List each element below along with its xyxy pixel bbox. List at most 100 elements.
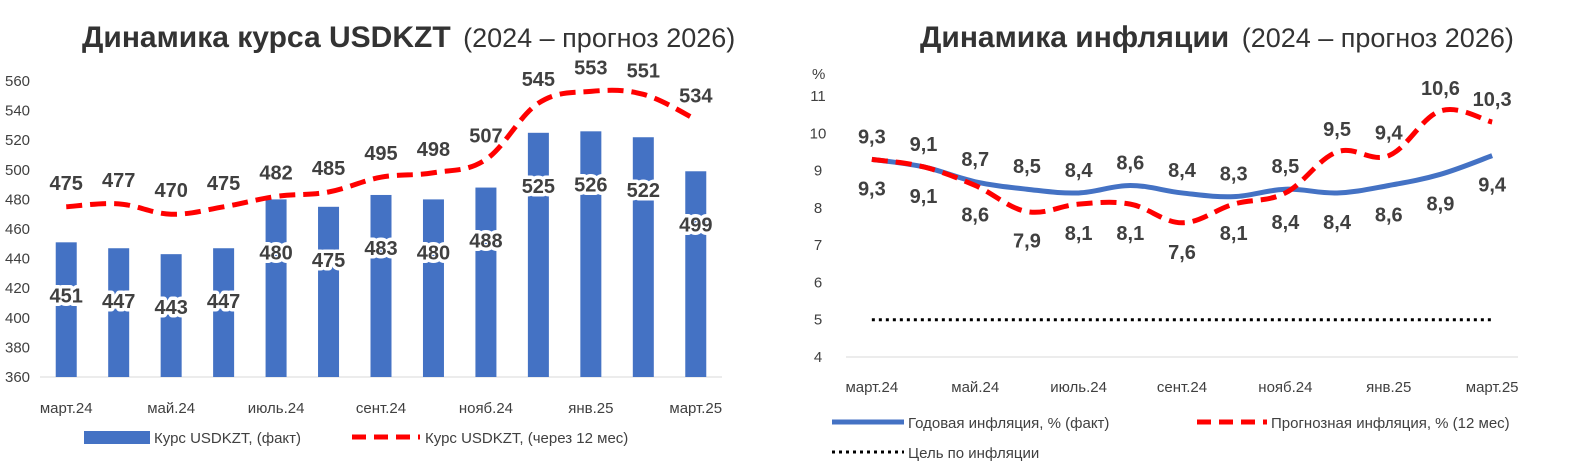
y-axis-label: % [812, 66, 825, 83]
data-label-inflation-forecast: 8,1 [1220, 223, 1248, 245]
y-tick-label: 460 [5, 221, 30, 238]
bar-usdkzt-fact [422, 199, 444, 377]
data-label-usdkzt-forecast: 485 [312, 158, 345, 180]
y-tick-label: 420 [5, 280, 30, 297]
y-tick-label: 11 [810, 88, 826, 105]
left-chart-title-line: Динамика курса USDKZT (2024 – прогноз 20… [82, 21, 735, 54]
line-usdkzt-forecast [66, 87, 697, 217]
y-tick-label: 4 [814, 349, 822, 366]
data-label-inflation-forecast: 8,6 [961, 204, 989, 226]
data-label-inflation-forecast: 7,6 [1168, 242, 1196, 264]
data-label-inflation-fact: 8,6 [1375, 204, 1403, 226]
data-label-usdkzt-fact: 480 [259, 242, 292, 264]
legend-swatch-bar [84, 431, 150, 444]
data-label-inflation-fact: 9,4 [1478, 175, 1507, 197]
data-label-inflation-forecast: 8,1 [1065, 223, 1093, 245]
y-tick-label: 540 [5, 103, 30, 120]
left-chart-title: Динамика курса USDKZT [82, 21, 451, 54]
x-tick-label: март.25 [1466, 379, 1519, 396]
x-tick-label: март.24 [845, 379, 898, 396]
data-label-inflation-forecast: 10,6 [1421, 78, 1460, 100]
left-legend: Курс USDKZT, (факт) Курс USDKZT, (через … [84, 430, 628, 447]
y-tick-label: 440 [5, 251, 30, 268]
data-label-usdkzt-forecast: 553 [574, 57, 607, 79]
data-label-inflation-forecast: 9,3 [858, 126, 886, 148]
data-label-usdkzt-fact: 526 [574, 174, 607, 196]
x-tick-label: нояб.24 [459, 400, 513, 417]
data-label-inflation-forecast: 8,1 [1116, 223, 1144, 245]
x-tick-label: май.24 [147, 400, 195, 417]
data-label-inflation-forecast: 10,3 [1473, 89, 1512, 111]
y-tick-label: 520 [5, 132, 30, 149]
legend-label-inflation-target: Цель по инфляции [908, 445, 1039, 461]
data-label-usdkzt-forecast: 482 [259, 162, 292, 184]
data-label-inflation-fact: 9,3 [858, 178, 886, 200]
bar-usdkzt-fact [580, 131, 602, 377]
data-label-usdkzt-fact: 475 [312, 250, 345, 272]
x-tick-label: март.25 [669, 400, 722, 417]
data-label-usdkzt-forecast: 534 [679, 85, 713, 107]
legend-label-inflation-forecast: Прогнозная инфляция, % (12 мес) [1271, 415, 1510, 432]
data-label-usdkzt-forecast: 545 [522, 69, 555, 91]
data-label-usdkzt-forecast: 551 [627, 60, 660, 82]
x-tick-label: март.24 [40, 400, 93, 417]
x-tick-label: нояб.24 [1258, 379, 1312, 396]
x-tick-label: май.24 [951, 379, 999, 396]
data-label-inflation-forecast: 8,4 [1271, 212, 1300, 234]
bar-usdkzt-fact [213, 248, 235, 377]
right-chart-title-line: Динамика инфляции (2024 – прогноз 2026) [920, 21, 1514, 54]
data-label-usdkzt-fact: 522 [627, 180, 660, 202]
x-tick-label: июль.24 [1050, 379, 1107, 396]
bar-usdkzt-fact [475, 187, 497, 377]
data-label-usdkzt-fact: 480 [417, 242, 450, 264]
legend-label-usdkzt-fact: Курс USDKZT, (факт) [154, 430, 301, 447]
x-tick-label: сент.24 [1157, 379, 1207, 396]
data-label-usdkzt-fact: 499 [679, 214, 712, 236]
right-chart-title: Динамика инфляции [920, 21, 1229, 54]
data-label-usdkzt-forecast: 498 [417, 139, 450, 161]
bar-usdkzt-fact [685, 171, 707, 377]
data-label-usdkzt-forecast: 477 [102, 170, 135, 192]
line-inflation-forecast [871, 107, 1493, 226]
y-tick-label: 480 [5, 191, 30, 208]
data-label-inflation-fact: 8,4 [1065, 160, 1094, 182]
y-tick-label: 500 [5, 162, 30, 179]
data-label-usdkzt-forecast: 475 [50, 173, 83, 195]
data-label-usdkzt-fact: 483 [364, 238, 397, 260]
bar-usdkzt-fact [632, 137, 654, 377]
data-label-inflation-fact: 8,4 [1168, 160, 1197, 182]
bar-usdkzt-fact [370, 194, 392, 377]
data-label-inflation-fact: 8,5 [1013, 156, 1041, 178]
y-tick-label: 10 [810, 125, 827, 142]
left-chart-subtitle: (2024 – прогноз 2026) [463, 23, 735, 53]
data-label-inflation-fact: 8,5 [1271, 156, 1299, 178]
x-tick-label: сент.24 [356, 400, 406, 417]
data-label-usdkzt-fact: 488 [469, 231, 502, 253]
y-tick-label: 8 [814, 200, 822, 217]
data-label-usdkzt-fact: 443 [154, 297, 187, 319]
bar-usdkzt-fact [527, 132, 549, 377]
y-tick-label: 7 [814, 237, 822, 254]
data-label-usdkzt-forecast: 495 [364, 143, 397, 165]
data-label-usdkzt-fact: 451 [50, 285, 83, 307]
data-label-inflation-fact: 8,4 [1323, 212, 1352, 234]
y-tick-label: 400 [5, 310, 30, 327]
data-label-usdkzt-fact: 447 [207, 291, 240, 313]
data-label-inflation-fact: 8,3 [1220, 164, 1248, 186]
data-label-usdkzt-fact: 525 [522, 176, 555, 198]
right-legend: Годовая инфляция, % (факт) Прогнозная ин… [832, 415, 1510, 461]
data-label-inflation-forecast: 7,9 [1013, 231, 1041, 253]
y-tick-label: 560 [5, 73, 30, 90]
y-tick-label: 6 [814, 274, 822, 291]
data-label-inflation-forecast: 9,1 [910, 186, 938, 208]
bar-usdkzt-fact [108, 248, 130, 377]
data-label-usdkzt-fact: 447 [102, 291, 135, 313]
bar-usdkzt-fact [265, 199, 287, 377]
bar-usdkzt-fact [55, 242, 77, 377]
bar-usdkzt-fact [318, 206, 340, 377]
y-tick-label: 5 [814, 312, 822, 329]
inflation-chart: % 4 5 6 7 8 9 10 11 март.24 май.24 июль.24 сент.24 но… [810, 66, 1519, 396]
data-label-inflation-fact: 9,1 [910, 134, 938, 156]
data-label-inflation-forecast: 9,4 [1375, 123, 1404, 145]
